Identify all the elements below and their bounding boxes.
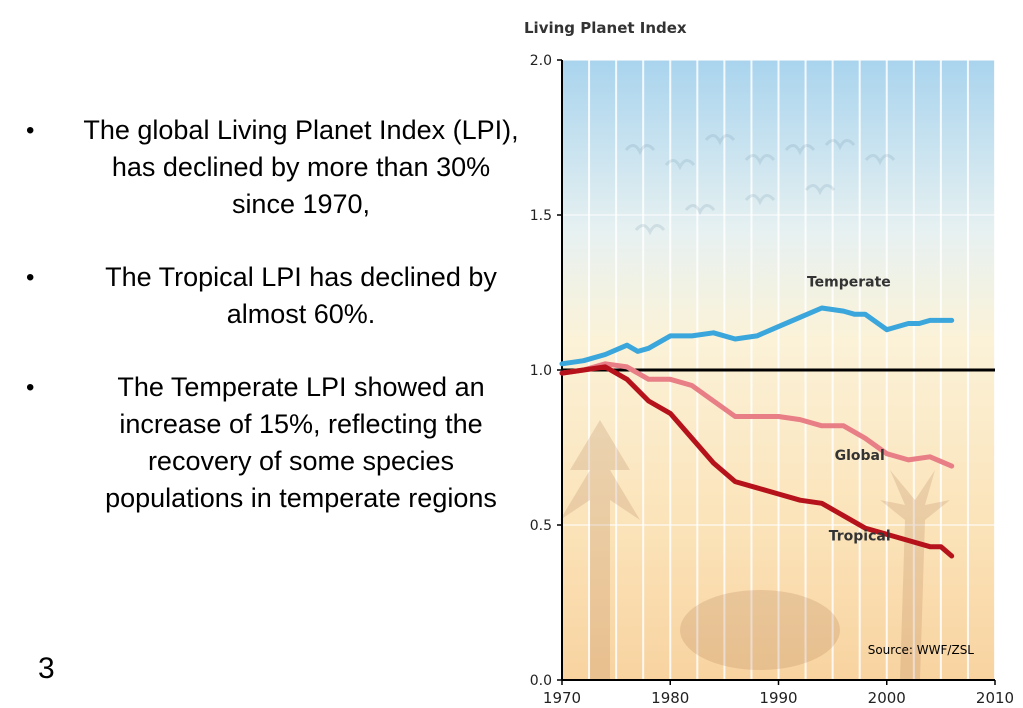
series-labels: Temperate Global Tropical	[807, 274, 891, 544]
background-illustration	[560, 134, 950, 680]
x-tick-label: 1970	[543, 689, 581, 707]
series-label-global: Global	[835, 448, 885, 464]
slide-number: 3	[38, 652, 55, 685]
bullet-list: • The global Living Planet Index (LPI), …	[20, 112, 520, 553]
bird-shape	[744, 194, 776, 206]
bird-shape	[634, 224, 666, 236]
palm-shape	[880, 470, 950, 680]
x-tick-label: 1980	[651, 689, 689, 707]
bird-shape	[664, 159, 696, 171]
bird-shape	[704, 134, 736, 146]
bird-shape	[744, 154, 776, 166]
bird-shape	[684, 204, 716, 216]
bullet-dot: •	[26, 117, 35, 144]
x-tick-label: 2010	[976, 689, 1014, 707]
bullet-text: The Tropical LPI has declined by almost …	[105, 262, 497, 329]
x-tick-label: 1990	[759, 689, 797, 707]
bird-shape	[624, 144, 656, 156]
chart-title: Living Planet Index	[524, 19, 687, 37]
series-line-temperate	[559, 305, 955, 367]
bullet-dot: •	[26, 264, 35, 291]
x-tick-label: 2000	[868, 689, 906, 707]
y-tick-label: 0.0	[530, 673, 552, 689]
y-tick-label: 0.5	[530, 518, 552, 534]
bullet-text: The global Living Planet Index (LPI), ha…	[83, 115, 519, 219]
series-line-tropical	[559, 364, 955, 559]
bird-shape	[804, 184, 836, 196]
bullet-dot: •	[26, 374, 35, 401]
series-label-tropical: Tropical	[829, 529, 891, 545]
tick-labels: 0.0 0.5 1.0 1.5 2.0 1970 1980 1990 2000 2010	[530, 53, 1014, 707]
bird-shape	[864, 154, 896, 166]
series-line-global	[559, 361, 955, 469]
y-tick-label: 2.0	[530, 53, 552, 69]
source-note: Source: WWF/ZSL	[868, 643, 975, 657]
bird-shape	[824, 139, 856, 151]
bullet-item-tropical: • The Tropical LPI has declined by almos…	[20, 259, 520, 333]
bullet-item-temperate: • The Temperate LPI showed an increase o…	[20, 369, 520, 517]
series-lines	[559, 305, 955, 559]
y-tick-label: 1.5	[530, 208, 552, 224]
bullet-text: The Temperate LPI showed an increase of …	[105, 372, 497, 513]
y-tick-label: 1.0	[530, 363, 552, 379]
series-label-temperate: Temperate	[807, 274, 891, 290]
animal-shape	[680, 590, 840, 670]
bullet-item-global: • The global Living Planet Index (LPI), …	[20, 112, 520, 223]
tree-shape	[560, 420, 640, 680]
bird-shape	[784, 144, 816, 156]
